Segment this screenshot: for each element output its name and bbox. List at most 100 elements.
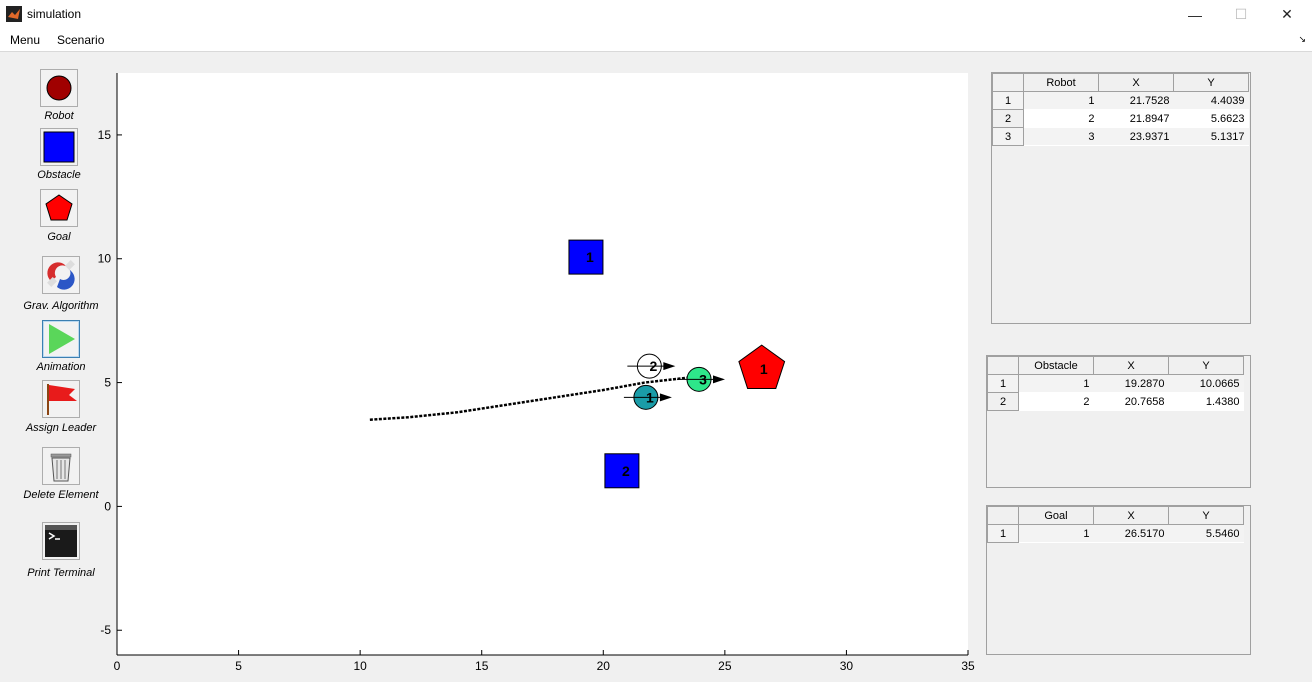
assign-leader-button[interactable] bbox=[42, 380, 80, 418]
robot-trail bbox=[369, 376, 689, 421]
obstacle-marker bbox=[568, 239, 604, 275]
goal-label: Goal bbox=[47, 231, 71, 243]
table-row[interactable]: 2 2 20.7658 1.4380 bbox=[987, 392, 1244, 411]
x-tick-label: 20 bbox=[597, 659, 611, 673]
x-tick-label: 5 bbox=[235, 659, 242, 673]
table-cell[interactable]: 1 bbox=[1023, 91, 1099, 110]
obstacle-button[interactable] bbox=[40, 128, 78, 166]
table-row[interactable]: 1 1 19.2870 10.0665 bbox=[987, 374, 1244, 393]
table-header bbox=[987, 356, 1019, 375]
table-cell[interactable]: 23.9371 bbox=[1098, 127, 1174, 146]
y-tick-label: 0 bbox=[104, 499, 111, 513]
leader-label: Assign Leader bbox=[25, 422, 97, 434]
table-cell[interactable]: 5.5460 bbox=[1168, 524, 1244, 543]
table-row[interactable]: 3 3 23.9371 5.1317 bbox=[992, 127, 1249, 146]
table-header: X bbox=[1093, 506, 1169, 525]
robot-table: Robot X Y 1 1 21.7528 4.4039 2 2 21.8947… bbox=[992, 73, 1249, 146]
table-cell[interactable]: 19.2870 bbox=[1093, 374, 1169, 393]
table-cell[interactable]: 5.1317 bbox=[1173, 127, 1249, 146]
robot-table-panel: Robot X Y 1 1 21.7528 4.4039 2 2 21.8947… bbox=[991, 72, 1251, 324]
print-terminal-button[interactable] bbox=[42, 522, 80, 560]
menu-scenario[interactable]: Scenario bbox=[57, 33, 105, 47]
row-number: 3 bbox=[992, 127, 1024, 146]
grav-algorithm-button[interactable] bbox=[42, 256, 80, 294]
table-cell[interactable]: 1.4380 bbox=[1168, 392, 1244, 411]
menu-bar: Menu Scenario ↘ bbox=[0, 29, 1312, 52]
table-header: Obstacle bbox=[1018, 356, 1094, 375]
robot-heading-arrow bbox=[663, 362, 676, 371]
row-number: 2 bbox=[987, 392, 1019, 411]
blue-square-icon bbox=[43, 131, 75, 163]
table-cell[interactable]: 5.6623 bbox=[1173, 109, 1249, 128]
table-header-row: Robot X Y bbox=[992, 73, 1249, 92]
goal-marker bbox=[738, 344, 786, 389]
robot-label: Robot bbox=[44, 110, 74, 122]
animation-button[interactable] bbox=[42, 320, 80, 358]
robot-tool: Robot bbox=[14, 69, 104, 122]
table-header: Y bbox=[1173, 73, 1249, 92]
row-number: 1 bbox=[992, 91, 1024, 110]
matlab-icon bbox=[6, 6, 22, 22]
animation-label: Animation bbox=[36, 361, 86, 373]
goal-button[interactable] bbox=[40, 189, 78, 227]
y-tick-label: 10 bbox=[98, 252, 112, 266]
table-cell[interactable]: 20.7658 bbox=[1093, 392, 1169, 411]
table-header: Y bbox=[1168, 506, 1244, 525]
robot-label: 3 bbox=[699, 371, 707, 387]
goal-table-panel: Goal X Y 1 1 26.5170 5.5460 bbox=[986, 505, 1251, 655]
table-cell[interactable]: 1 bbox=[1018, 374, 1094, 393]
robot-heading-arrow bbox=[713, 375, 726, 384]
table-cell[interactable]: 21.8947 bbox=[1098, 109, 1174, 128]
grav-tool: Grav. Algorithm bbox=[16, 256, 106, 312]
table-row[interactable]: 2 2 21.8947 5.6623 bbox=[992, 109, 1249, 128]
goal-tool: Goal bbox=[14, 189, 104, 243]
table-header: Y bbox=[1168, 356, 1244, 375]
flag-icon bbox=[47, 384, 77, 415]
table-cell[interactable]: 21.7528 bbox=[1098, 91, 1174, 110]
table-cell[interactable]: 2 bbox=[1023, 109, 1099, 128]
delete-element-button[interactable] bbox=[42, 447, 80, 485]
robot-button[interactable] bbox=[40, 69, 78, 107]
maximize-button[interactable]: ☐ bbox=[1234, 6, 1248, 22]
table-cell[interactable]: 1 bbox=[1018, 524, 1094, 543]
table-header: X bbox=[1093, 356, 1169, 375]
terminal-tool: Print Terminal bbox=[16, 522, 106, 579]
obstacle-table: Obstacle X Y 1 1 19.2870 10.0665 2 2 20.… bbox=[987, 356, 1244, 411]
x-tick-label: 25 bbox=[718, 659, 732, 673]
play-icon bbox=[49, 324, 75, 354]
y-tick-label: 5 bbox=[104, 376, 111, 390]
table-cell[interactable]: 2 bbox=[1018, 392, 1094, 411]
x-tick-label: 10 bbox=[353, 659, 367, 673]
goal-label: 1 bbox=[760, 361, 768, 377]
table-row[interactable]: 1 1 26.5170 5.5460 bbox=[987, 524, 1244, 543]
x-tick-label: 0 bbox=[114, 659, 121, 673]
robot-label: 1 bbox=[646, 389, 654, 405]
delete-label: Delete Element bbox=[23, 489, 99, 501]
goal-table: Goal X Y 1 1 26.5170 5.5460 bbox=[987, 506, 1244, 543]
trash-icon bbox=[50, 453, 72, 482]
obstacle-marker bbox=[604, 453, 640, 489]
plot-area[interactable] bbox=[117, 73, 968, 655]
table-header bbox=[987, 506, 1019, 525]
table-cell[interactable]: 4.4039 bbox=[1173, 91, 1249, 110]
x-tick-label: 30 bbox=[840, 659, 854, 673]
row-number: 2 bbox=[992, 109, 1024, 128]
terminal-label: Print Terminal bbox=[27, 567, 95, 579]
obstacle-table-panel: Obstacle X Y 1 1 19.2870 10.0665 2 2 20.… bbox=[986, 355, 1251, 488]
window-title: simulation bbox=[27, 7, 82, 21]
menu-menu[interactable]: Menu bbox=[10, 33, 41, 47]
obstacle-label: Obstacle bbox=[37, 169, 81, 181]
table-cell[interactable]: 3 bbox=[1023, 127, 1099, 146]
row-number: 1 bbox=[987, 374, 1019, 393]
dock-arrow-icon[interactable]: ↘ bbox=[1298, 34, 1306, 44]
close-button[interactable]: ✕ bbox=[1281, 6, 1293, 22]
magnet-icon bbox=[47, 260, 75, 290]
table-cell[interactable]: 10.0665 bbox=[1168, 374, 1244, 393]
table-row[interactable]: 1 1 21.7528 4.4039 bbox=[992, 91, 1249, 110]
y-tick-label: -5 bbox=[100, 623, 111, 637]
table-cell[interactable]: 26.5170 bbox=[1093, 524, 1169, 543]
minimize-button[interactable]: — bbox=[1188, 6, 1202, 23]
obstacle-label: 2 bbox=[622, 463, 630, 479]
title-bar: simulation — ☐ ✕ bbox=[0, 0, 1312, 29]
table-header-row: Goal X Y bbox=[987, 506, 1244, 525]
